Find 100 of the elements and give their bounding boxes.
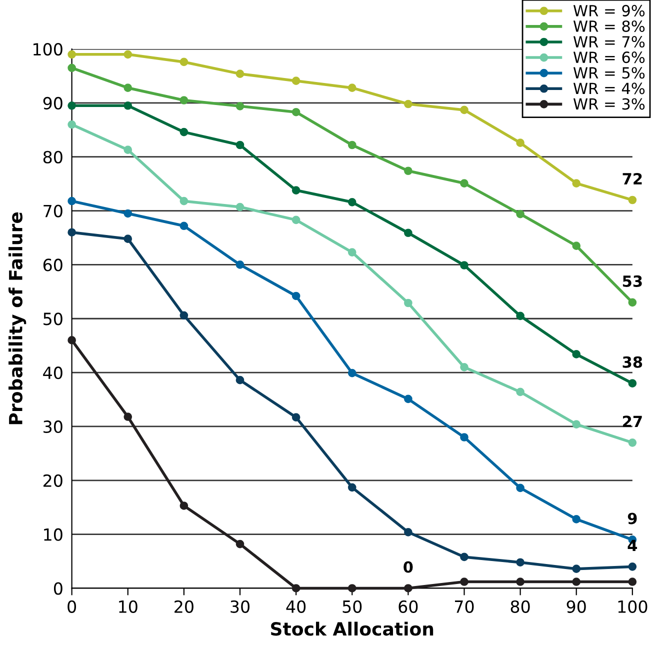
- point: [124, 146, 132, 154]
- point: [292, 108, 300, 116]
- point: [348, 140, 356, 150]
- point: [236, 202, 244, 212]
- point: [180, 58, 188, 66]
- point: [68, 120, 76, 129]
- data-label: 72: [622, 172, 642, 184]
- point: [628, 379, 637, 388]
- point: [404, 100, 412, 108]
- x-tick-label: 80: [510, 600, 530, 613]
- point: [124, 84, 132, 92]
- point: [628, 438, 637, 447]
- x-tick-label: 0: [68, 600, 76, 613]
- point: [68, 196, 76, 206]
- point: [236, 70, 244, 78]
- point: [404, 166, 412, 176]
- point: [404, 298, 412, 308]
- point: [460, 433, 468, 442]
- point: [180, 96, 188, 104]
- y-tick-label: 90: [43, 96, 62, 110]
- point: [460, 106, 468, 114]
- point: [404, 528, 412, 536]
- point: [516, 578, 524, 586]
- y-axis-title: Probability of Failure: [8, 212, 26, 424]
- point: [348, 198, 356, 206]
- legend-label: WR = 8%: [573, 20, 645, 32]
- point: [180, 311, 188, 320]
- y-tick-label: 0: [54, 582, 62, 595]
- point: [516, 210, 524, 218]
- point: [348, 84, 356, 92]
- point: [572, 179, 581, 188]
- point: [124, 101, 132, 110]
- point: [348, 584, 356, 592]
- point: [124, 412, 132, 421]
- point: [572, 515, 581, 524]
- point: [516, 138, 524, 148]
- point: [68, 228, 76, 237]
- point: [68, 64, 76, 72]
- point: [460, 261, 468, 270]
- legend-label: WR = 5%: [573, 67, 645, 79]
- data-label: 0: [404, 561, 413, 573]
- legend-label: WR = 3%: [573, 98, 645, 110]
- point: [516, 558, 524, 567]
- y-tick-label: 30: [44, 420, 62, 434]
- x-tick-label: 100: [618, 600, 648, 613]
- point: [628, 578, 637, 586]
- point: [180, 128, 188, 136]
- point: [460, 578, 468, 586]
- y-tick-label: 60: [43, 258, 62, 272]
- point: [236, 140, 244, 150]
- point: [124, 234, 132, 243]
- point: [348, 248, 356, 256]
- x-tick-label: 20: [174, 600, 194, 613]
- point: [236, 540, 244, 548]
- point: [124, 50, 132, 59]
- point: [180, 502, 188, 510]
- point: [628, 196, 637, 204]
- point: [292, 186, 300, 194]
- data-label: 38: [622, 356, 642, 368]
- point: [404, 394, 412, 404]
- point: [516, 388, 524, 396]
- data-label: 9: [628, 512, 637, 524]
- point: [572, 578, 581, 586]
- point: [460, 179, 468, 188]
- legend-label: WR = 4%: [573, 82, 645, 94]
- point: [628, 562, 637, 571]
- point: [68, 101, 76, 110]
- legend-label: WR = 6%: [573, 52, 645, 64]
- point: [236, 260, 244, 269]
- point: [236, 102, 244, 110]
- point: [292, 413, 300, 422]
- point: [572, 242, 581, 250]
- y-tick-label: 20: [44, 474, 62, 487]
- x-axis-title: Stock Allocation: [271, 622, 434, 636]
- y-tick-label: 10: [44, 528, 62, 541]
- point: [348, 483, 356, 492]
- point: [628, 298, 637, 307]
- point: [68, 336, 76, 344]
- x-tick-label: 60: [398, 600, 418, 613]
- y-tick-label: 40: [43, 366, 62, 380]
- point: [292, 216, 300, 224]
- point: [180, 196, 188, 206]
- point: [572, 350, 581, 358]
- point: [460, 552, 468, 562]
- legend-label: WR = 9%: [573, 4, 645, 16]
- x-tick-label: 70: [455, 600, 474, 613]
- point: [572, 420, 581, 428]
- y-tick-label: 70: [44, 204, 62, 218]
- point: [68, 50, 76, 59]
- point: [236, 376, 244, 384]
- point: [180, 222, 188, 230]
- point: [516, 484, 524, 492]
- point: [292, 584, 300, 592]
- point: [124, 209, 132, 218]
- data-label: 27: [622, 416, 642, 427]
- x-tick-label: 40: [286, 600, 306, 613]
- point: [348, 368, 356, 378]
- point: [404, 228, 412, 238]
- point: [572, 564, 581, 573]
- x-tick-label: 10: [119, 600, 138, 613]
